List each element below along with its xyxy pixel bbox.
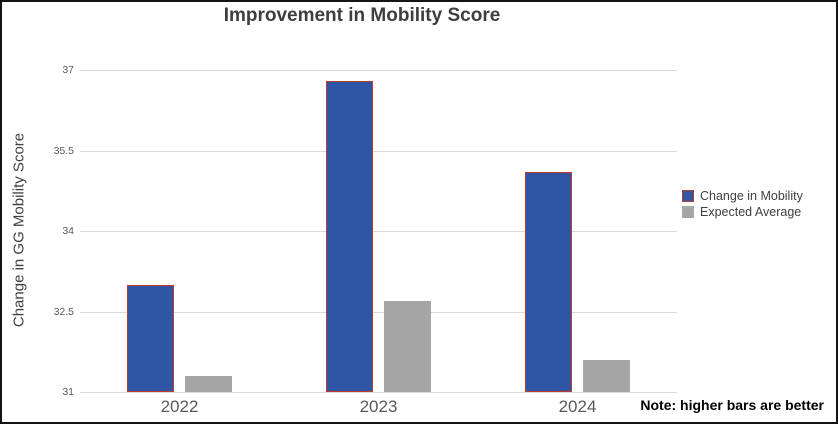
bar-change-in-mobility-2024 [525, 171, 572, 392]
y-tick-32-5: 32.5 [53, 305, 74, 318]
gridline-34 [80, 231, 677, 232]
gridline-31 [80, 392, 677, 393]
bar-change-in-mobility-2022 [127, 284, 174, 392]
note-annotation: Note: higher bars are better [640, 397, 824, 413]
legend-label-change-in-mobility: Change in Mobility [700, 189, 803, 203]
legend-label-expected-average: Expected Average [700, 205, 802, 219]
x-label-2023: 2023 [359, 397, 398, 416]
legend-swatch-expected-average [682, 206, 694, 218]
gridline-37 [80, 70, 677, 71]
x-label-2024: 2024 [558, 397, 597, 416]
legend-swatch-change-in-mobility [682, 190, 694, 202]
bar-change-in-mobility-2023 [326, 80, 373, 392]
gridline-32-5 [80, 311, 677, 313]
legend-item-change-in-mobility: Change in Mobility [682, 188, 803, 204]
y-tick-31: 31 [62, 386, 74, 398]
legend-item-expected-average: Expected Average [682, 204, 803, 220]
bar-expected-average-2024 [583, 359, 630, 392]
y-tick-37: 37 [62, 64, 74, 76]
y-tick-35-5: 35.5 [53, 144, 74, 157]
bar-expected-average-2023 [384, 300, 431, 392]
gridline-35-5 [80, 150, 677, 152]
bar-expected-average-2022 [185, 375, 232, 392]
y-tick-34: 34 [62, 225, 74, 237]
x-label-2022: 2022 [160, 397, 199, 416]
legend: Change in Mobility Expected Average [682, 188, 803, 220]
y-axis-title: Change in GG Mobility Score [10, 132, 28, 328]
chart-title: Improvement in Mobility Score [223, 5, 501, 26]
plot-area [80, 70, 677, 393]
